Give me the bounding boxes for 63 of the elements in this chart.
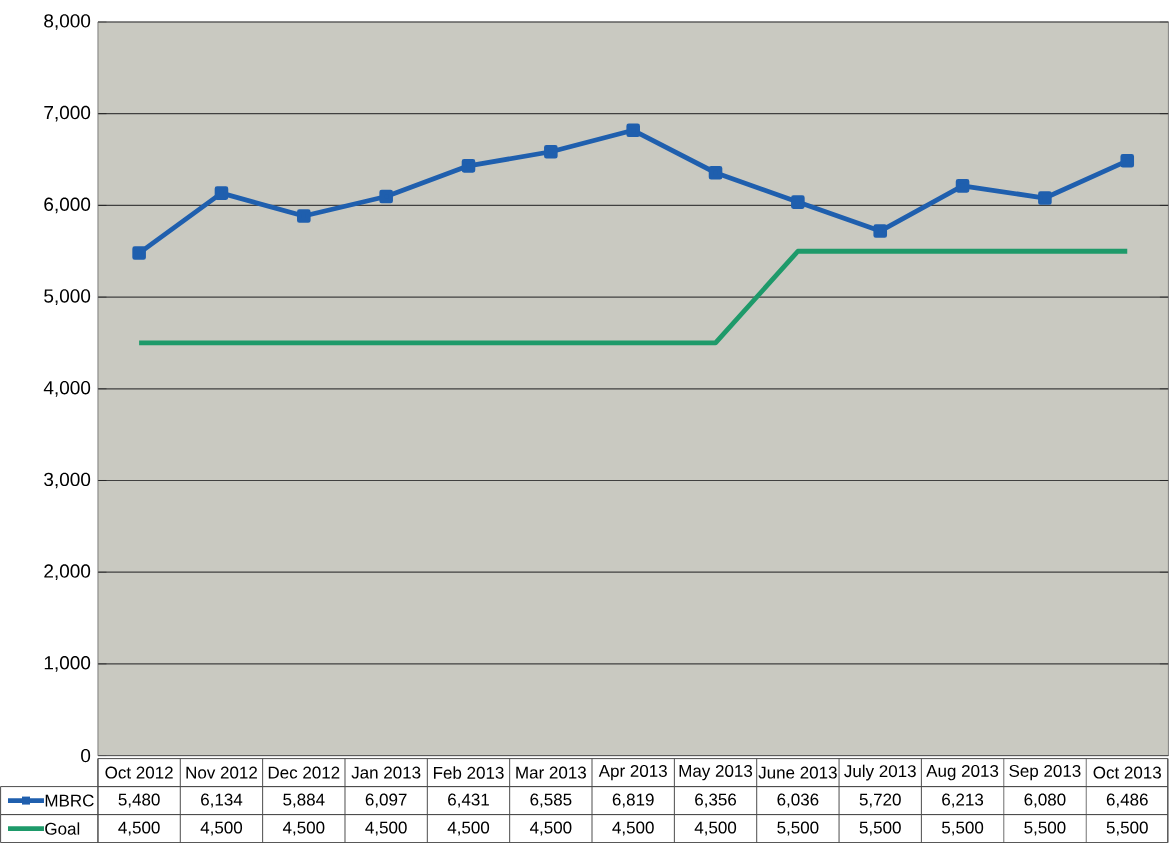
data-label: 4,500 [282,821,325,836]
y-tick-label: 4,000 [43,380,91,397]
y-tick-label: 5,000 [44,289,91,305]
x-tick-label: Jan 2013 [351,766,421,779]
data-label: 5,480 [118,793,160,808]
y-tick-label: 1,000 [44,656,91,672]
point [544,144,558,159]
data-label: 6,486 [1106,793,1148,808]
point [955,179,970,193]
data-label: 4,500 [365,821,407,836]
x-tick-label: July 2013 [844,764,916,781]
data-label: 4,500 [529,821,572,836]
data-label: 6,819 [612,793,654,808]
y-tick-label: 7,000 [44,105,91,122]
data-label: 5,500 [777,821,819,836]
y-tick-label: 2,000 [44,564,91,581]
data-label: 6,036 [777,793,819,808]
x-tick-label: June 2013 [758,766,837,779]
data-label: 4,500 [200,821,243,836]
data-label: 5,884 [283,793,325,808]
data-label: 6,356 [695,793,737,808]
data-label: 4,500 [694,821,737,836]
y-tick-label: 8,000 [44,14,91,30]
point [297,209,311,223]
data-label: 4,500 [118,821,160,836]
data-label: 6,431 [448,793,489,808]
x-tick-label: Feb 2013 [433,766,504,779]
data-label: 6,213 [942,793,984,808]
data-label: 6,134 [201,793,243,808]
data-label: 4,500 [447,821,490,836]
data-label: 5,500 [1106,821,1148,836]
point [1120,154,1135,168]
point [791,195,805,209]
x-tick-label: Oct 2013 [1093,766,1161,779]
x-tick-label: Dec 2012 [268,766,340,779]
x-tick-label: Aug 2013 [926,764,999,781]
data-label: 5,500 [1024,821,1066,836]
x-tick-label: Sep 2013 [1009,764,1081,781]
legend-label: MBRC [45,794,94,807]
point [379,189,393,204]
y-tick-label: 6,000 [44,197,91,214]
point [214,186,229,200]
y-tick-label: 0 [81,748,91,763]
point [132,246,146,260]
data-label: 6,585 [530,793,572,808]
data-label: 6,080 [1024,793,1066,808]
legend-label: Goal [45,822,80,835]
x-tick-label: Mar 2013 [516,766,586,779]
point [873,224,888,238]
x-tick-label: May 2013 [679,764,753,781]
x-tick-label: Nov 2012 [186,766,257,779]
point [626,123,640,138]
data-label: 6,097 [365,793,407,808]
data-label: 4,500 [612,821,654,836]
x-tick-label: Oct 2012 [105,766,173,779]
point [1038,191,1052,205]
point [708,165,723,180]
y-tick-label: 3,000 [44,472,91,489]
data-label: 5,500 [941,821,984,836]
data-label: 5,500 [859,821,901,836]
point [461,159,476,173]
x-tick-label: Apr 2013 [598,764,667,781]
data-label: 5,720 [859,793,901,808]
